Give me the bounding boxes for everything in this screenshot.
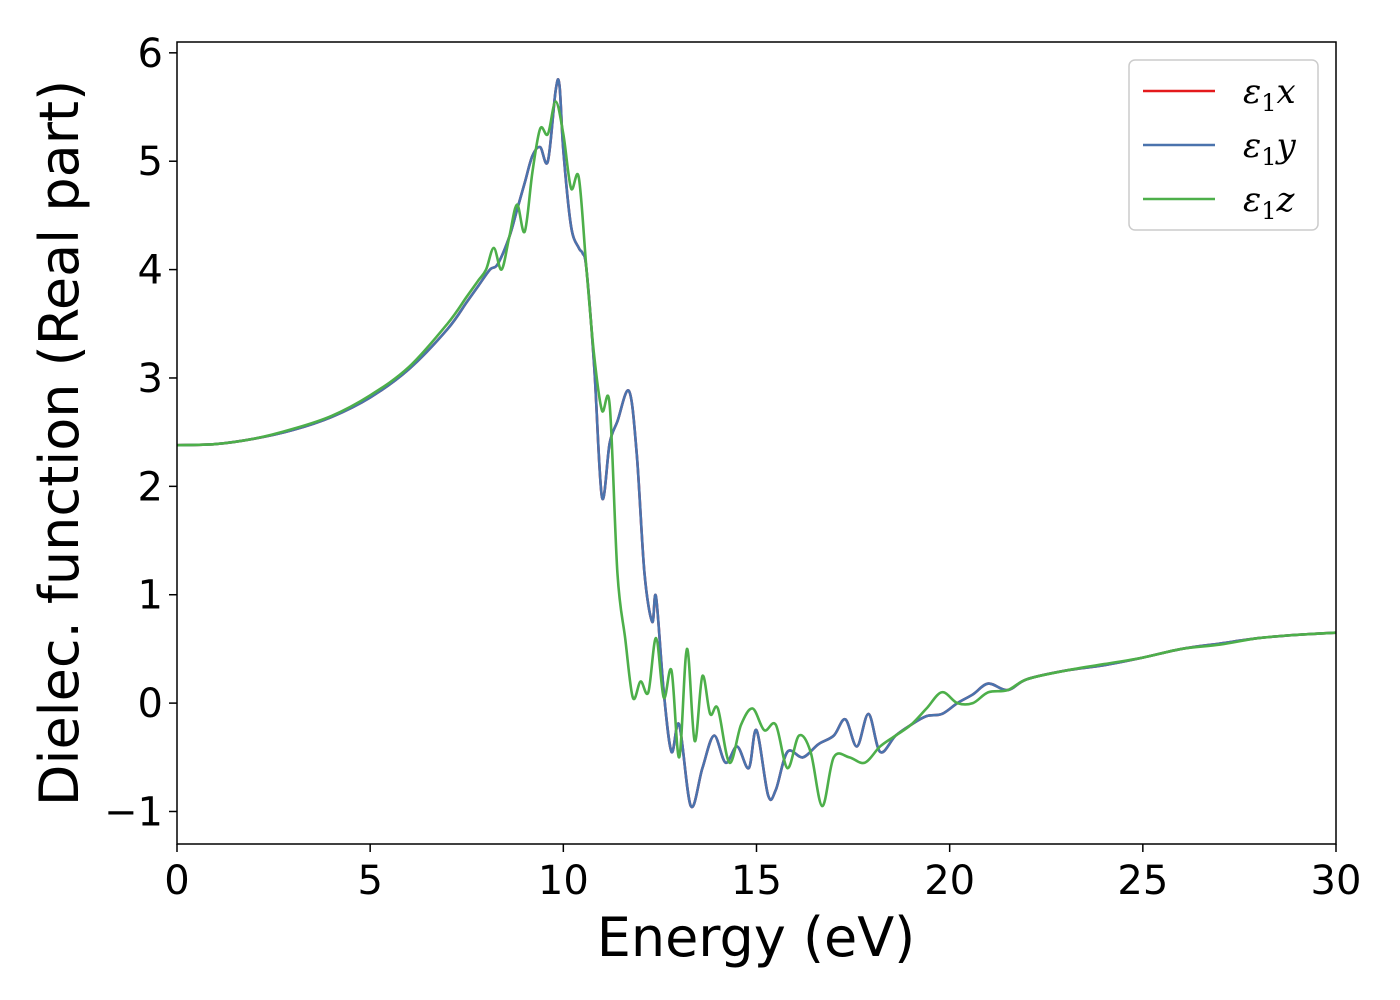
y-tick-label: 1 (138, 573, 163, 619)
y-tick-label: 3 (138, 356, 163, 402)
x-tick-label: 5 (357, 858, 382, 904)
y-tick-label: −1 (104, 789, 163, 835)
x-tick-label: 30 (1311, 858, 1362, 904)
x-tick-label: 25 (1117, 858, 1168, 904)
series-line-z (177, 100, 1336, 808)
x-tick-label: 10 (538, 858, 589, 904)
y-tick-label: 2 (138, 464, 163, 510)
y-tick-label: 5 (138, 139, 163, 185)
series-layer (177, 78, 1336, 809)
x-tick-label: 0 (164, 858, 189, 904)
legend-label-x: ε1x (1243, 72, 1296, 117)
y-tick-label: 4 (138, 248, 163, 294)
legend-label-z: ε1z (1243, 180, 1296, 225)
legend: ε1x ε1y ε1z (1128, 59, 1319, 231)
legend-frame (1128, 59, 1319, 231)
y-axis-ticks: −1 0 1 2 3 4 5 6 (104, 31, 177, 835)
x-axis-title: Energy (eV) (597, 906, 916, 969)
legend-label-y: ε1y (1243, 126, 1297, 171)
x-tick-label: 20 (924, 858, 975, 904)
x-axis-ticks: 0 5 10 15 20 25 30 (164, 844, 1361, 904)
y-tick-label: 0 (138, 681, 163, 727)
y-axis-title: Dielec. function (Real part) (28, 80, 91, 806)
x-tick-label: 15 (731, 858, 782, 904)
y-tick-label: 6 (138, 31, 163, 77)
